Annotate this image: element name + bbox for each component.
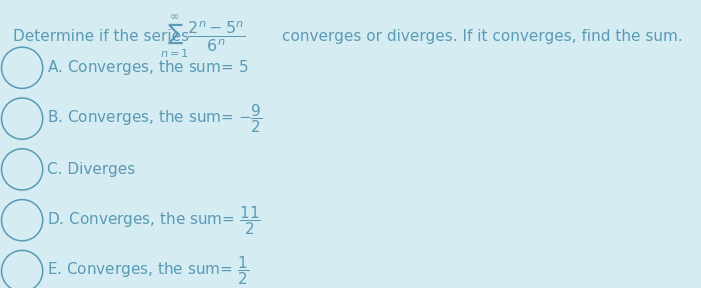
Text: Determine if the series: Determine if the series xyxy=(13,29,193,44)
Text: $\sum_{n=1}^{\infty} \dfrac{2^n - 5^n}{6^n}$: $\sum_{n=1}^{\infty} \dfrac{2^n - 5^n}{6… xyxy=(160,14,245,60)
Text: D. Converges, the sum= $\dfrac{11}{2}$: D. Converges, the sum= $\dfrac{11}{2}$ xyxy=(47,204,261,236)
Text: B. Converges, the sum= $-\dfrac{9}{2}$: B. Converges, the sum= $-\dfrac{9}{2}$ xyxy=(47,102,262,135)
Text: C. Diverges: C. Diverges xyxy=(47,162,135,177)
Text: converges or diverges. If it converges, find the sum.: converges or diverges. If it converges, … xyxy=(282,29,683,44)
Text: A. Converges, the sum= $5$: A. Converges, the sum= $5$ xyxy=(47,58,248,77)
Text: E. Converges, the sum= $\dfrac{1}{2}$: E. Converges, the sum= $\dfrac{1}{2}$ xyxy=(47,255,249,287)
